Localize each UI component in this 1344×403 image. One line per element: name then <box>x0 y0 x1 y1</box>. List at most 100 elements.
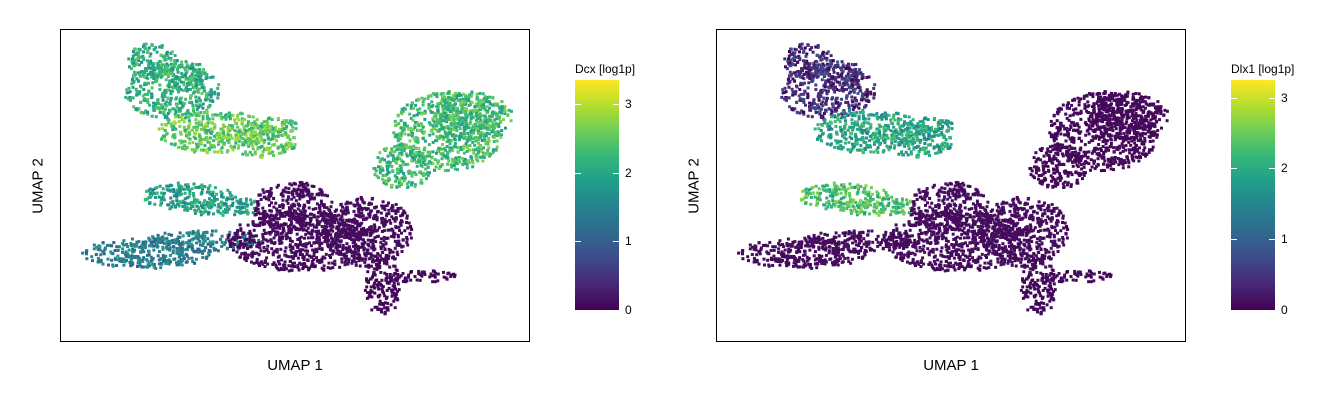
cell-point <box>367 252 371 256</box>
cell-point <box>111 264 115 268</box>
cell-point <box>377 287 381 291</box>
cell-point <box>485 100 489 104</box>
cell-point <box>343 233 347 237</box>
cell-point <box>443 111 447 115</box>
cell-point <box>390 164 394 168</box>
cell-point <box>226 210 229 214</box>
cell-point <box>170 122 174 126</box>
cell-point <box>199 75 203 79</box>
cell-point <box>268 138 272 142</box>
cell-point <box>165 67 169 71</box>
cell-point <box>447 159 451 163</box>
cell-point <box>415 98 419 102</box>
cell-point <box>458 98 462 102</box>
cell-point <box>294 127 298 131</box>
cell-point <box>498 119 502 123</box>
cell-point <box>462 125 466 129</box>
cell-point <box>295 191 299 195</box>
cell-point <box>393 239 397 243</box>
cell-point <box>152 77 156 80</box>
cell-point <box>447 96 451 99</box>
cell-point <box>405 214 409 218</box>
cell-point <box>259 131 262 135</box>
cell-point <box>142 250 146 254</box>
cell-point <box>325 225 329 229</box>
cell-point <box>146 77 150 81</box>
cell-point <box>190 256 194 260</box>
cell-point <box>438 128 442 132</box>
cell-point <box>370 290 374 294</box>
cell-point <box>186 83 190 87</box>
cell-point <box>209 244 213 248</box>
cell-point <box>286 201 290 205</box>
cell-point <box>294 189 298 193</box>
cell-point <box>340 219 344 223</box>
cell-point <box>432 114 436 118</box>
cell-point <box>141 257 145 261</box>
cell-point <box>134 87 138 91</box>
cell-point <box>367 265 371 269</box>
cell-point <box>787 85 791 89</box>
cell-point <box>271 150 275 154</box>
cell-point <box>290 268 294 272</box>
cell-point <box>390 204 394 208</box>
cell-point <box>162 112 166 116</box>
cell-point <box>195 108 199 112</box>
cell-point <box>162 67 166 71</box>
cell-point <box>423 146 427 150</box>
cell-point <box>388 265 392 269</box>
cell-point <box>290 204 293 208</box>
cell-point <box>423 109 427 113</box>
cell-point <box>193 211 197 215</box>
cell-point <box>821 104 825 108</box>
cell-point <box>205 110 209 114</box>
cell-point <box>391 153 395 157</box>
cell-point <box>834 98 838 102</box>
cell-point <box>131 57 134 61</box>
cell-point <box>346 233 350 237</box>
cell-point <box>170 66 174 70</box>
cell-point <box>793 91 797 95</box>
cell-point <box>318 204 322 207</box>
cell-point <box>244 199 248 203</box>
cell-point <box>249 135 253 139</box>
cell-point <box>409 106 413 110</box>
cell-point <box>464 109 468 113</box>
cell-point <box>445 140 449 144</box>
cell-point <box>262 213 266 217</box>
cell-point <box>439 152 443 156</box>
cell-point <box>351 259 354 263</box>
cell-point <box>135 51 139 55</box>
cell-point <box>275 209 279 213</box>
cell-point <box>409 236 413 240</box>
cell-point <box>252 228 256 232</box>
cell-point <box>483 114 487 118</box>
cell-point <box>418 171 422 174</box>
cell-point <box>261 241 265 245</box>
cell-point <box>225 247 229 251</box>
cell-point <box>343 208 347 212</box>
cell-point <box>456 114 460 118</box>
cell-point <box>163 102 167 106</box>
cell-point <box>380 283 384 287</box>
cell-point <box>308 266 312 270</box>
cell-point <box>810 46 814 50</box>
cell-point <box>373 225 377 229</box>
cell-point <box>129 243 133 247</box>
cell-point <box>509 119 513 123</box>
cell-point <box>378 302 382 306</box>
cell-point <box>187 119 191 123</box>
cell-point <box>349 234 353 238</box>
cell-point <box>267 231 271 234</box>
cell-point <box>446 156 450 160</box>
cell-point <box>181 204 185 208</box>
cell-point <box>194 257 198 261</box>
cell-point <box>417 98 421 102</box>
cell-point <box>137 258 141 262</box>
cell-point <box>266 244 270 248</box>
cell-point <box>162 241 166 245</box>
cell-point <box>204 246 208 249</box>
cell-point <box>186 136 190 140</box>
cell-point <box>161 127 165 131</box>
